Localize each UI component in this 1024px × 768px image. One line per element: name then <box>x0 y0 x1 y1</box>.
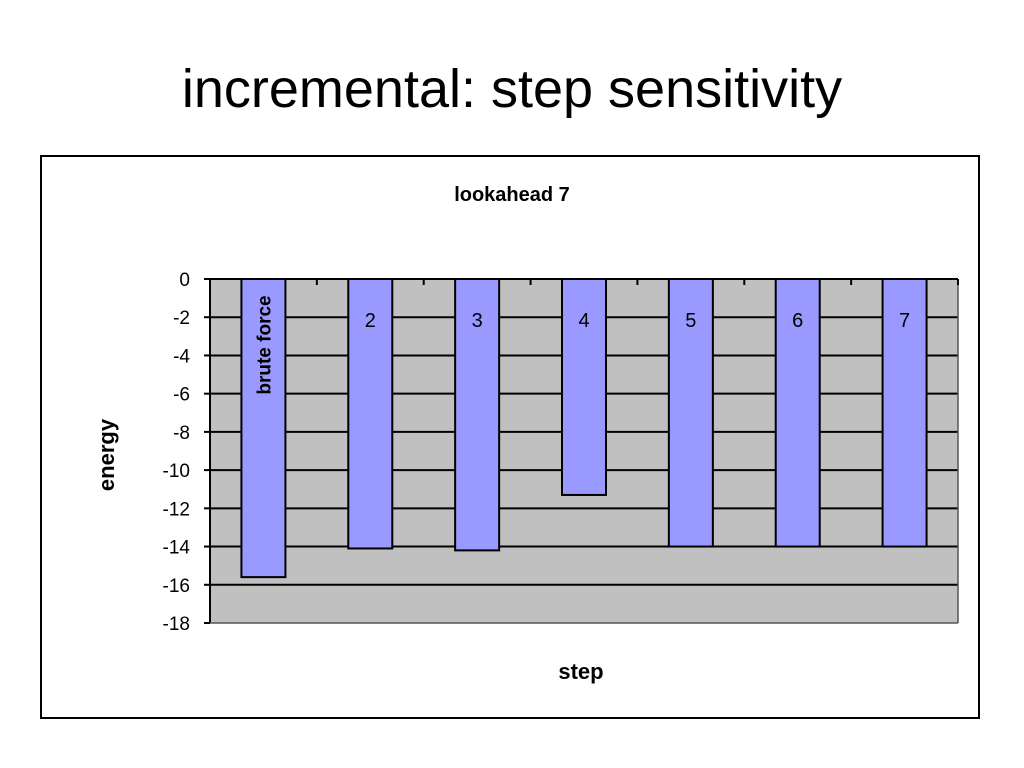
bar <box>240 278 287 579</box>
y-tick-label: -2 <box>173 308 190 329</box>
bar-category-label: 4 <box>578 310 589 332</box>
y-tick-label: -8 <box>173 423 190 444</box>
plot-area: 0 -2 -4 -6 -8 -10 -12 -14 -16 -18 brute force 2 3 4 5 6… <box>163 270 959 635</box>
bar <box>774 278 821 548</box>
bar-category-label: 3 <box>472 310 483 332</box>
bar-category-label: 6 <box>792 310 803 332</box>
y-tick-label: -6 <box>173 385 190 406</box>
y-tick-label: -4 <box>173 346 190 367</box>
bar-category-label: 5 <box>685 310 696 332</box>
slide-title: incremental: step sensitivity <box>181 59 843 119</box>
y-tick-label: 0 <box>179 270 190 291</box>
y-tick-label: -10 <box>163 461 190 482</box>
bar-category-label: 7 <box>899 310 910 332</box>
bar-category-label: brute force <box>254 295 275 394</box>
bar <box>881 278 928 548</box>
y-tick-label: -12 <box>163 499 190 520</box>
y-tick-label: -18 <box>163 614 190 635</box>
y-tick-label: -16 <box>163 576 190 597</box>
y-tick-label: -14 <box>163 538 191 559</box>
bar-category-label: 2 <box>365 310 376 332</box>
bar-chart: lookahead 7 0 -2 -4 -6 -8 -10 -12 -14 -16 -18 brut… <box>94 184 959 684</box>
bar <box>454 278 501 552</box>
x-axis-title: step <box>558 659 603 684</box>
bar <box>667 278 714 548</box>
bar <box>561 278 607 496</box>
y-axis-title: energy <box>94 418 119 491</box>
chart-title: lookahead 7 <box>454 184 570 206</box>
bar <box>347 278 394 550</box>
chart-frame: lookahead 7 0 -2 -4 -6 -8 -10 -12 -14 -16 -18 brut… <box>40 155 980 719</box>
